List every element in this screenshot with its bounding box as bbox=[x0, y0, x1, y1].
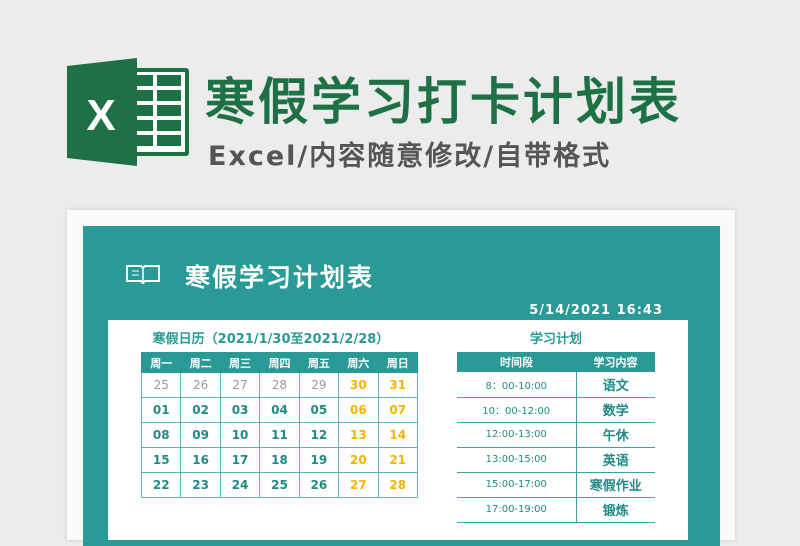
calendar-day[interactable]: 16 bbox=[180, 447, 221, 473]
weekday-header: 周一 bbox=[140, 352, 182, 373]
page-title: 寒假学习打卡计划表 bbox=[205, 73, 682, 131]
plan-row: 10：00-12:00 数学 bbox=[457, 397, 655, 423]
calendar-row: 15 16 17 18 19 20 21 bbox=[140, 447, 419, 473]
calendar-day[interactable]: 08 bbox=[140, 422, 182, 448]
excel-logo-icon: X bbox=[67, 58, 189, 166]
calendar-day[interactable]: 28 bbox=[377, 472, 419, 498]
plan-time[interactable]: 10：00-12:00 bbox=[457, 397, 577, 423]
calendar-day[interactable]: 05 bbox=[298, 397, 340, 423]
weekday-header: 周四 bbox=[259, 352, 300, 373]
weekday-header: 周三 bbox=[219, 352, 261, 373]
calendar-day[interactable]: 11 bbox=[259, 422, 300, 448]
plan-content[interactable]: 锻炼 bbox=[576, 497, 655, 523]
calendar-day[interactable]: 25 bbox=[140, 372, 182, 398]
plan-content[interactable]: 数学 bbox=[576, 397, 655, 423]
weekday-header: 周五 bbox=[298, 352, 340, 373]
calendar-row: 22 23 24 25 26 27 28 bbox=[140, 472, 419, 498]
calendar-day[interactable]: 21 bbox=[377, 447, 419, 473]
logo-letter: X bbox=[86, 91, 115, 140]
calendar-day[interactable]: 23 bbox=[180, 472, 221, 498]
calendar-day[interactable]: 31 bbox=[377, 372, 419, 398]
calendar-day[interactable]: 09 bbox=[180, 422, 221, 448]
calendar-day[interactable]: 03 bbox=[219, 397, 261, 423]
plan-row: 15:00-17:00 寒假作业 bbox=[457, 472, 655, 498]
calendar-day[interactable]: 24 bbox=[219, 472, 261, 498]
calendar-day[interactable]: 26 bbox=[298, 472, 340, 498]
plan-time[interactable]: 13:00-15:00 bbox=[457, 447, 577, 473]
calendar-day[interactable]: 01 bbox=[140, 397, 182, 423]
book-icon bbox=[126, 265, 160, 284]
plan-row: 13:00-15:00 英语 bbox=[457, 447, 655, 473]
datetime: 5/14/2021 16:43 bbox=[529, 303, 663, 318]
plan-time[interactable]: 15:00-17:00 bbox=[457, 472, 577, 498]
plan-row: 12:00-13:00 午休 bbox=[457, 422, 655, 448]
calendar-row: 01 02 03 04 05 06 07 bbox=[140, 397, 419, 423]
plan-header-time: 时间段 bbox=[457, 352, 576, 372]
calendar-day[interactable]: 17 bbox=[219, 447, 261, 473]
calendar-day[interactable]: 25 bbox=[259, 472, 300, 498]
calendar-day[interactable]: 06 bbox=[338, 397, 379, 423]
calendar-title: 寒假日历（2021/1/30至2021/2/28） bbox=[152, 332, 390, 347]
calendar-day[interactable]: 27 bbox=[219, 372, 261, 398]
plan-content[interactable]: 午休 bbox=[576, 422, 655, 448]
sheet-title: 寒假学习计划表 bbox=[185, 263, 375, 292]
weekday-header: 周日 bbox=[377, 352, 419, 373]
calendar-day[interactable]: 15 bbox=[140, 447, 182, 473]
calendar-day[interactable]: 20 bbox=[338, 447, 379, 473]
plan-table: 时间段 学习内容 8：00-10:00 语文 10：00-12:00 数学 12:00-1… bbox=[457, 352, 655, 523]
calendar-day[interactable]: 02 bbox=[180, 397, 221, 423]
plan-time[interactable]: 8：00-10:00 bbox=[457, 372, 577, 398]
plan-time[interactable]: 17:00-19:00 bbox=[457, 497, 577, 523]
calendar-day[interactable]: 22 bbox=[140, 472, 182, 498]
calendar-day[interactable]: 14 bbox=[377, 422, 419, 448]
calendar-day[interactable]: 19 bbox=[298, 447, 340, 473]
calendar-day[interactable]: 07 bbox=[377, 397, 419, 423]
plan-content[interactable]: 语文 bbox=[576, 372, 655, 398]
calendar-day[interactable]: 27 bbox=[338, 472, 379, 498]
calendar-day[interactable]: 13 bbox=[338, 422, 379, 448]
plan-header-content: 学习内容 bbox=[576, 352, 655, 372]
calendar-day[interactable]: 30 bbox=[338, 372, 379, 398]
page-subtitle: Excel/内容随意修改/自带格式 bbox=[208, 141, 612, 172]
calendar-row: 25 26 27 28 29 30 31 bbox=[140, 372, 419, 398]
calendar-day[interactable]: 04 bbox=[259, 397, 300, 423]
weekday-header: 周六 bbox=[338, 352, 379, 373]
calendar-table: 周一 周二 周三 周四 周五 周六 周日 25 26 27 28 29 30 31 01 02 03 04 05 0… bbox=[140, 352, 419, 498]
calendar-day[interactable]: 18 bbox=[259, 447, 300, 473]
plan-content[interactable]: 英语 bbox=[576, 447, 655, 473]
plan-row: 8：00-10:00 语文 bbox=[457, 372, 655, 398]
calendar-row: 08 09 10 11 12 13 14 bbox=[140, 422, 419, 448]
calendar-day[interactable]: 26 bbox=[180, 372, 221, 398]
plan-row: 17:00-19:00 锻炼 bbox=[457, 497, 655, 523]
weekday-header: 周二 bbox=[180, 352, 221, 373]
plan-title: 学习计划 bbox=[529, 332, 582, 347]
plan-content[interactable]: 寒假作业 bbox=[576, 472, 655, 498]
calendar-day[interactable]: 12 bbox=[298, 422, 340, 448]
calendar-day[interactable]: 10 bbox=[219, 422, 261, 448]
plan-time[interactable]: 12:00-13:00 bbox=[457, 422, 577, 448]
calendar-day[interactable]: 28 bbox=[259, 372, 300, 398]
calendar-day[interactable]: 29 bbox=[298, 372, 340, 398]
